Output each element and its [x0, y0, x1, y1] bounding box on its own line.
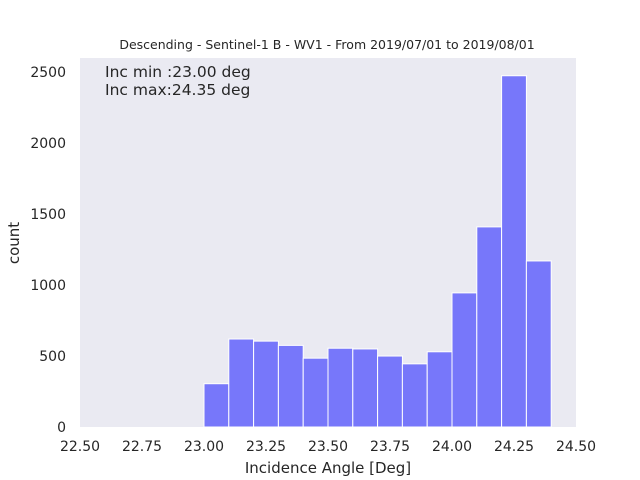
- x-tick-label-0: 22.50: [60, 439, 100, 455]
- y-tick-label-0: 0: [57, 420, 66, 436]
- histogram-bar-3: [277, 344, 304, 428]
- histogram-bar-11: [476, 226, 503, 428]
- x-tick-label-3: 23.25: [246, 439, 286, 455]
- x-tick-label-5: 23.75: [370, 439, 410, 455]
- histogram-bar-12: [501, 75, 527, 428]
- x-tick-label-8: 24.50: [556, 439, 596, 455]
- x-tick-label-2: 23.00: [184, 439, 224, 455]
- y-tick-label-5: 2500: [30, 65, 66, 81]
- histogram-bar-5: [327, 347, 354, 428]
- bars-group: [203, 75, 552, 428]
- annotation-inc-max: Inc max:24.35 deg: [105, 81, 250, 99]
- chart-title: Descending - Sentinel-1 B - WV1 - From 2…: [119, 37, 534, 52]
- histogram-bar-2: [253, 340, 279, 428]
- x-tick-label-1: 22.75: [122, 439, 162, 455]
- y-tick-label-1: 500: [39, 349, 66, 365]
- y-tick-label-3: 1500: [30, 207, 66, 223]
- y-axis-label: count: [5, 222, 23, 264]
- histogram-bar-4: [302, 357, 329, 428]
- histogram-bar-13: [525, 260, 552, 428]
- histogram-bar-8: [401, 363, 428, 428]
- annotation-inc-min: Inc min :23.00 deg: [105, 63, 251, 81]
- histogram-bar-0: [203, 383, 230, 428]
- histogram-bar-10: [451, 292, 478, 428]
- histogram-bar-9: [426, 351, 453, 428]
- y-axis-ticks: 0 500 1000 1500 2000 2500: [30, 65, 66, 436]
- histogram-bar-1: [228, 338, 255, 428]
- histogram-bar-7: [377, 355, 403, 428]
- x-axis-label: Incidence Angle [Deg]: [245, 459, 411, 477]
- x-tick-label-6: 24.00: [432, 439, 472, 455]
- x-tick-label-7: 24.25: [494, 439, 534, 455]
- histogram-bar-6: [352, 348, 379, 428]
- y-tick-label-2: 1000: [30, 278, 66, 294]
- x-tick-label-4: 23.50: [308, 439, 348, 455]
- x-axis-ticks: 22.50 22.75 23.00 23.25 23.50 23.75 24.00 24.25…: [60, 439, 596, 455]
- y-tick-label-4: 2000: [30, 136, 66, 152]
